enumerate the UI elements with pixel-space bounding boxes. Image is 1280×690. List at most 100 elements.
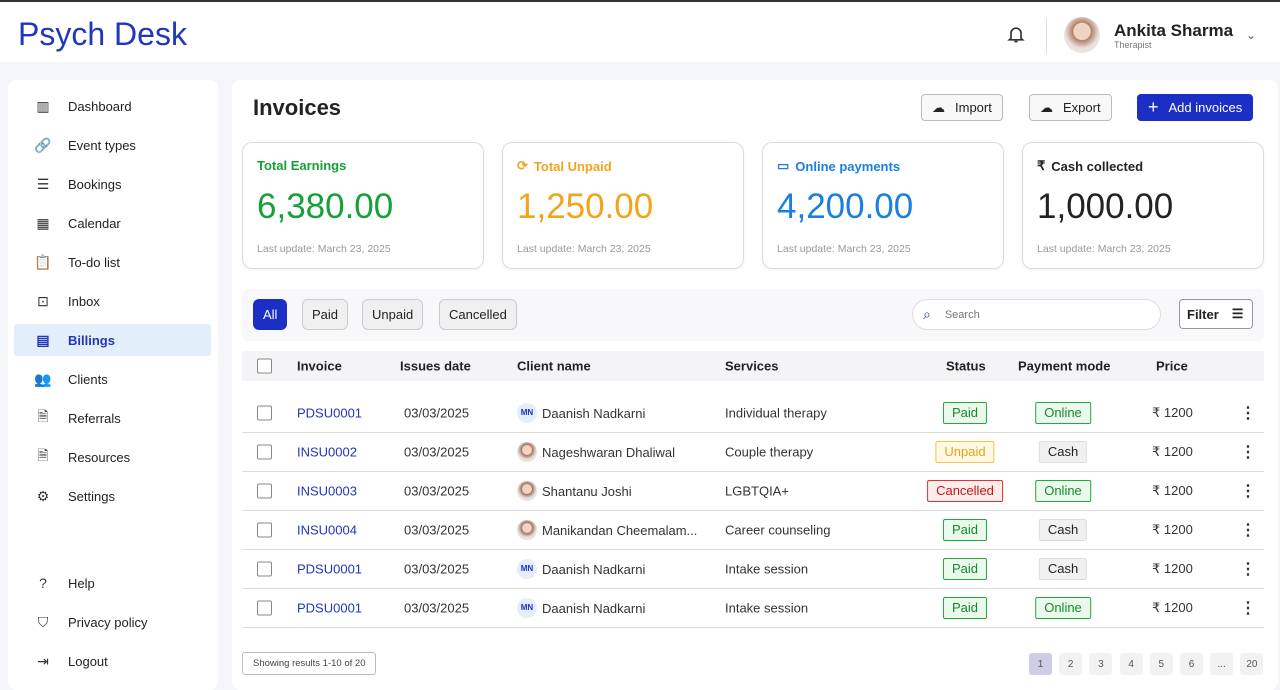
import-label: Import xyxy=(955,100,992,115)
avatar[interactable] xyxy=(1064,17,1100,53)
page-ellipsis-button[interactable]: ... xyxy=(1210,653,1234,675)
card-icon: ▭ xyxy=(777,158,790,173)
invoice-link[interactable]: PDSU0001 xyxy=(297,600,363,616)
price: ₹ 1200 xyxy=(1152,405,1193,420)
more-options-icon[interactable]: ⋮ xyxy=(1240,600,1256,617)
more-options-icon[interactable]: ⋮ xyxy=(1240,522,1256,539)
page-4-button[interactable]: 4 xyxy=(1119,653,1143,675)
card-value: 1,250.00 xyxy=(517,187,654,226)
invoice-link[interactable]: PDSU0001 xyxy=(297,405,363,421)
sidebar-item-event-types[interactable]: 🔗 Event types xyxy=(14,129,211,161)
column-header[interactable]: Services xyxy=(725,358,779,374)
row-checkbox[interactable] xyxy=(257,405,272,421)
sidebar-item-label: Inbox xyxy=(68,293,100,309)
inbox-icon: ⊡ xyxy=(37,292,49,309)
service: Individual therapy xyxy=(725,405,827,421)
sidebar-item-label: Resources xyxy=(68,449,131,465)
payment-mode-badge: Online xyxy=(1035,480,1091,502)
column-header[interactable]: Status xyxy=(946,358,986,374)
table-row[interactable]: INSU0003 03/03/2025 Shantanu Joshi LGBTQ… xyxy=(242,472,1264,511)
service: LGBTQIA+ xyxy=(725,483,789,499)
column-header[interactable]: Invoice xyxy=(297,358,342,374)
sidebar-item-help[interactable]: ? Help xyxy=(14,567,211,599)
filter-bar: All Paid Unpaid Cancelled ⌕ Search Filter ☰ xyxy=(242,289,1264,341)
filter-button[interactable]: Filter ☰ xyxy=(1179,299,1253,329)
row-checkbox[interactable] xyxy=(257,600,272,616)
invoice-link[interactable]: PDSU0001 xyxy=(297,561,363,577)
sidebar-item-settings[interactable]: ⚙ Settings xyxy=(14,480,211,512)
user-name[interactable]: Ankita Sharma xyxy=(1114,21,1234,40)
column-header[interactable]: Client name xyxy=(517,358,591,374)
status-badge: Paid xyxy=(942,519,988,541)
document-icon: 🗎 xyxy=(37,447,49,463)
invoice-link[interactable]: INSU0003 xyxy=(297,483,357,499)
price: ₹ 1200 xyxy=(1152,444,1193,459)
sidebar-item-to-do-list[interactable]: 📋 To-do list xyxy=(14,246,211,278)
row-checkbox[interactable] xyxy=(257,561,272,577)
sidebar-item-billings[interactable]: ▤ Billings xyxy=(14,324,211,356)
dashboard-icon: ▥ xyxy=(36,97,50,114)
client-name: Manikandan Cheemalam... xyxy=(542,522,698,538)
sidebar-item-bookings[interactable]: ☰ Bookings xyxy=(14,168,211,200)
client-cell: Manikandan Cheemalam... xyxy=(517,520,697,540)
tab-all[interactable]: All xyxy=(253,299,288,330)
sidebar-item-calendar[interactable]: ▦ Calendar xyxy=(14,207,211,239)
sidebar-item-resources[interactable]: 🗎 Resources xyxy=(14,441,211,473)
page-2-button[interactable]: 2 xyxy=(1059,653,1083,675)
more-options-icon[interactable]: ⋮ xyxy=(1240,405,1256,422)
page-20-button[interactable]: 20 xyxy=(1240,653,1264,675)
tab-cancelled[interactable]: Cancelled xyxy=(439,299,517,330)
issue-date: 03/03/2025 xyxy=(404,561,470,577)
add-invoices-button[interactable]: + Add invoices xyxy=(1137,94,1254,121)
import-button[interactable]: ☁ Import xyxy=(921,94,1003,121)
sidebar-item-logout[interactable]: ⇥ Logout xyxy=(14,645,211,677)
client-name: Daanish Nadkarni xyxy=(542,561,646,577)
sidebar-item-dashboard[interactable]: ▥ Dashboard xyxy=(14,90,211,122)
table-row[interactable]: PDSU0001 03/03/2025 MN Daanish Nadkarni I… xyxy=(242,394,1264,433)
sidebar-item-referrals[interactable]: 🗎 Referrals xyxy=(14,402,211,434)
invoice-link[interactable]: INSU0004 xyxy=(297,522,357,538)
export-button[interactable]: ☁ Export xyxy=(1029,94,1112,121)
row-checkbox[interactable] xyxy=(257,444,272,460)
table-row[interactable]: INSU0002 03/03/2025 Nageshwaran Dhaliwal… xyxy=(242,433,1264,472)
column-header[interactable]: Issues date xyxy=(400,358,471,374)
page-1-button[interactable]: 1 xyxy=(1029,653,1052,675)
page-3-button[interactable]: 3 xyxy=(1089,653,1113,675)
column-header[interactable]: Payment mode xyxy=(1018,358,1111,374)
logout-icon: ⇥ xyxy=(37,652,49,669)
invoice-link[interactable]: INSU0002 xyxy=(297,444,357,460)
select-all-checkbox[interactable] xyxy=(257,358,272,374)
more-options-icon[interactable]: ⋮ xyxy=(1240,483,1256,500)
table-row[interactable]: INSU0004 03/03/2025 Manikandan Cheemalam… xyxy=(242,511,1264,550)
card-label: Online payments xyxy=(795,158,901,174)
sidebar-item-label: Bookings xyxy=(68,176,122,192)
tab-paid[interactable]: Paid xyxy=(302,299,349,330)
client-name: Daanish Nadkarni xyxy=(542,405,646,421)
price: ₹ 1200 xyxy=(1152,522,1193,537)
app-logo[interactable]: Psych Desk xyxy=(18,16,187,52)
bell-icon[interactable] xyxy=(1006,24,1026,44)
table-row[interactable]: PDSU0001 03/03/2025 MN Daanish Nadkarni I… xyxy=(242,589,1264,628)
sidebar-item-inbox[interactable]: ⊡ Inbox xyxy=(14,285,211,317)
more-options-icon[interactable]: ⋮ xyxy=(1240,444,1256,461)
row-checkbox[interactable] xyxy=(257,522,272,538)
chevron-down-icon[interactable]: ⌄ xyxy=(1246,28,1257,42)
client-cell: Nageshwaran Dhaliwal xyxy=(517,442,675,462)
sidebar-item-privacy-policy[interactable]: ⛉ Privacy policy xyxy=(14,606,211,638)
shield-icon: ⛉ xyxy=(37,613,49,630)
table-row[interactable]: PDSU0001 03/03/2025 MN Daanish Nadkarni I… xyxy=(242,550,1264,589)
row-checkbox[interactable] xyxy=(257,483,272,499)
sidebar-item-clients[interactable]: 👥 Clients xyxy=(14,363,211,395)
page-5-button[interactable]: 5 xyxy=(1149,653,1173,675)
sidebar-item-label: To-do list xyxy=(68,254,121,270)
search-input[interactable]: ⌕ Search xyxy=(912,299,1161,330)
card-label: Total Earnings xyxy=(257,158,347,173)
card-value: 4,200.00 xyxy=(777,187,914,226)
client-avatar xyxy=(517,442,537,462)
tab-unpaid[interactable]: Unpaid xyxy=(362,299,424,330)
column-header[interactable]: Price xyxy=(1156,358,1188,374)
page-6-button[interactable]: 6 xyxy=(1180,653,1203,675)
price: ₹ 1200 xyxy=(1152,561,1193,576)
more-options-icon[interactable]: ⋮ xyxy=(1240,561,1256,578)
payment-mode-badge: Cash xyxy=(1038,558,1088,580)
